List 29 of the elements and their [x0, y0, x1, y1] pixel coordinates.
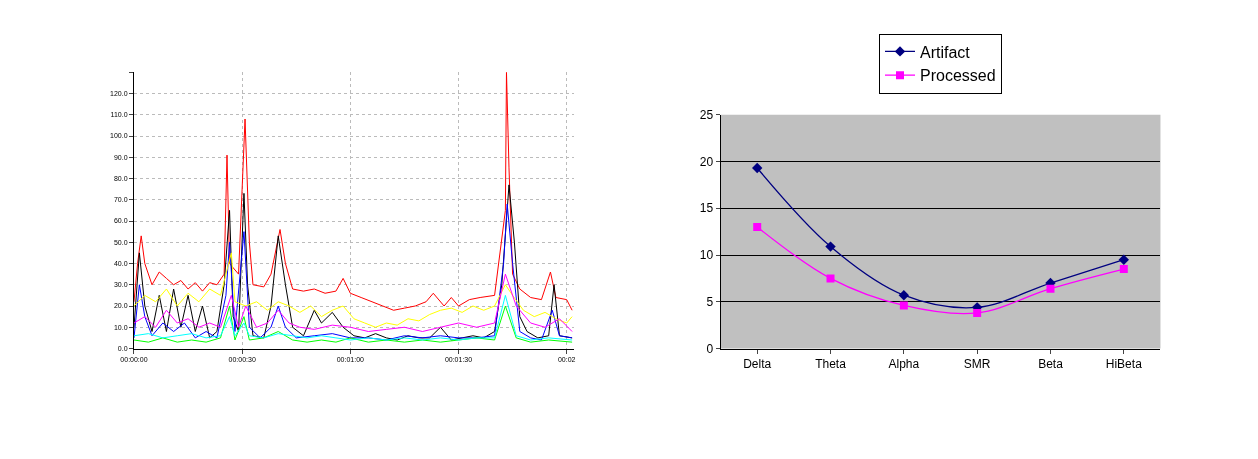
line-series	[133, 305, 573, 343]
point	[825, 241, 836, 252]
line-series	[133, 72, 573, 311]
line-series	[133, 273, 573, 332]
x-tick-label: SMR	[963, 356, 991, 371]
point	[899, 301, 908, 310]
legend-label: Artifact	[920, 43, 971, 61]
point	[1119, 265, 1128, 274]
x-tick-label: Theta	[815, 356, 847, 371]
y-tick-label: 20	[699, 154, 714, 169]
point	[973, 308, 982, 317]
x-tick-label: Alpha	[888, 356, 920, 371]
line-series	[133, 252, 573, 328]
y-tick-label: 15	[699, 201, 714, 216]
legend-label: Processed	[920, 67, 996, 85]
point	[752, 162, 763, 174]
point	[826, 274, 835, 283]
point	[753, 222, 762, 231]
y-tick-label: 5	[706, 294, 714, 309]
point	[1118, 254, 1129, 265]
y-tick-label: 10	[699, 248, 714, 263]
x-tick-label: HiBeta	[1105, 356, 1143, 371]
point	[1046, 284, 1055, 293]
line-series	[133, 294, 573, 341]
x-tick-label: Beta	[1038, 356, 1064, 371]
y-tick-label: 25	[699, 107, 714, 122]
y-tick-label: 0	[706, 341, 714, 356]
x-tick-label: Delta	[743, 356, 772, 371]
point	[898, 290, 910, 301]
